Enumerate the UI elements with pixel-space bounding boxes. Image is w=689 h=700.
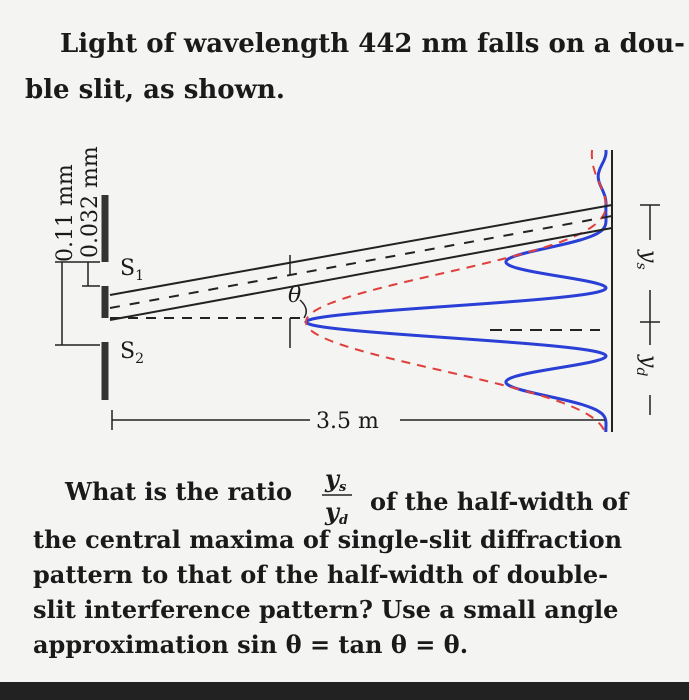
ys-label: y [636,249,661,263]
ys-label-sub: s [633,262,649,269]
ray [109,215,613,309]
outer-width-label: 0.11 mm [53,164,78,262]
fraction-den-sub: d [339,513,348,528]
fraction-num: ys [324,464,347,495]
diagram: 0.11 mm 0.032 mm S1 S2 θ 3.5 m ys yd [53,146,662,434]
ray [109,204,613,296]
slit-label-sub: 2 [135,351,144,367]
question-line: approximation sin θ = tan θ = θ. [33,630,468,659]
slit-label: S1 [120,256,144,284]
intro-line: Light of wavelength 442 nm falls on a do… [60,29,685,59]
angle-label: θ [288,283,301,308]
fraction-den: y [324,497,341,526]
fraction-den: yd [324,497,348,528]
yd-label-sub: d [633,367,649,376]
question-line: of the half-width of [370,487,630,516]
ray [109,227,613,321]
label-bg [638,345,662,395]
fraction-num-sub: s [339,480,347,495]
question-line: the central maxima of single-slit diffra… [33,525,622,554]
fraction-num: y [324,464,341,493]
diffraction-envelope [304,149,607,433]
yd-label: y [636,354,661,368]
question-line: pattern to that of the half-width of dou… [33,560,608,589]
question-line: What is the ratio [64,477,292,506]
photo-edge [0,682,689,700]
slit-width-label: 0.032 mm [78,146,103,258]
slit-label: S [120,339,135,364]
intro-line: ble slit, as shown. [25,75,285,105]
ys-label: ys [633,249,661,270]
distance-label: 3.5 m [316,409,379,434]
slit-label-sub: 1 [135,268,144,284]
slit-label: S2 [120,339,144,367]
yd-label: yd [633,354,661,376]
question-line: slit interference pattern? Use a small a… [33,595,618,624]
slit-label: S [120,256,135,281]
angle-arc [299,299,307,319]
label-bg [638,240,662,290]
